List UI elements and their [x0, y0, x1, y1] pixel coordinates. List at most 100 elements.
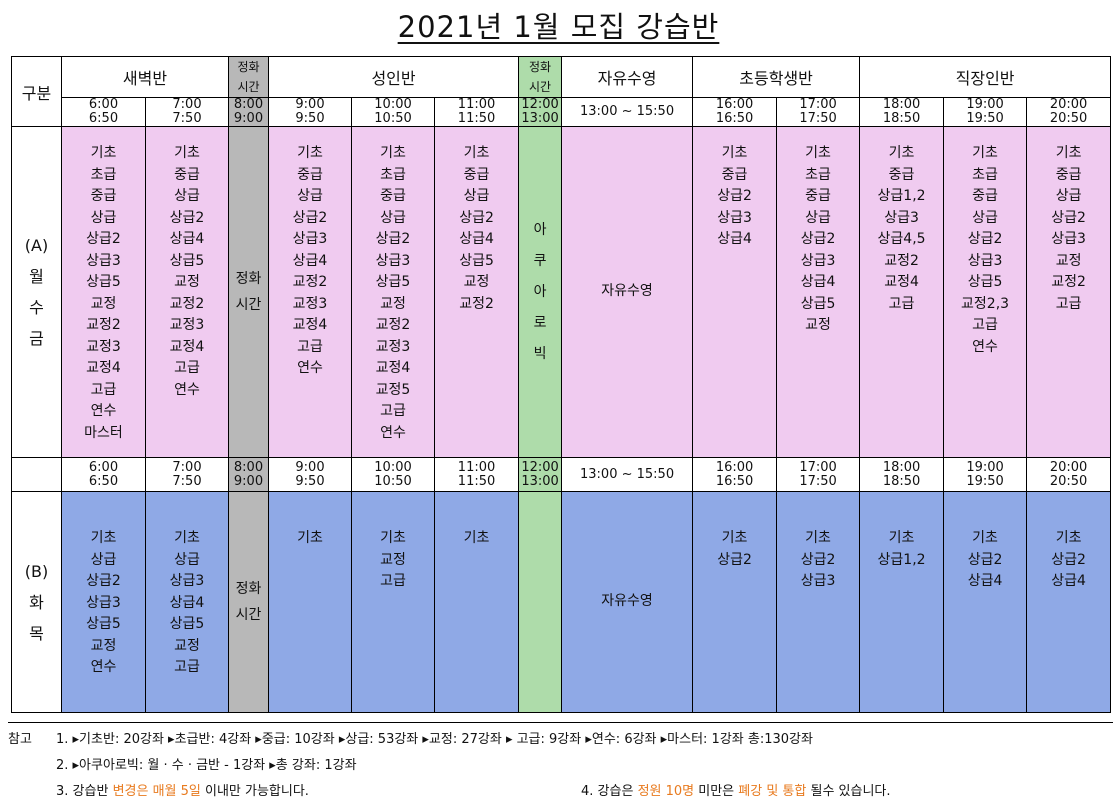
class-item: 상급4 — [169, 231, 205, 247]
class-item: 상급2 — [86, 573, 121, 589]
class-item: 상급 — [805, 209, 831, 226]
time-cell: 17:00 17:50 — [776, 457, 861, 492]
time-cell: 20:00 20:50 — [1026, 97, 1112, 127]
class-item: 연수 — [972, 338, 998, 355]
class-item: 기초 — [805, 145, 831, 161]
class-item: 상급 — [90, 551, 117, 568]
class-item: 기초 — [90, 145, 117, 161]
time-text: 16:50 — [715, 473, 754, 489]
time-text: 8:00 — [233, 97, 264, 112]
class-item: 초급 — [972, 166, 998, 183]
class-item: 기초 — [463, 530, 490, 546]
time-text: 20:00 — [1049, 97, 1088, 112]
class-item: 교정2 — [1051, 274, 1086, 290]
class-item: 상급3 — [800, 573, 836, 589]
class-item: 중급 — [972, 188, 998, 204]
cleanup-text: 정화 — [235, 581, 262, 597]
class-item: 중급 — [463, 166, 490, 183]
class-list-cell: 기초 상급2 — [692, 491, 778, 713]
class-item: 상급4 — [717, 231, 752, 247]
class-item: 고급 — [888, 295, 915, 312]
time-cell: 7:00 7:50 — [144, 97, 230, 127]
class-item: 기초 — [888, 145, 915, 161]
class-item: 상급1,2 — [877, 188, 926, 204]
class-item: 상급5 — [459, 252, 494, 269]
group_a-cleanup-cell: 정화 시간 — [228, 126, 270, 458]
time-cell: 17:00 17:50 — [776, 97, 861, 127]
time-text: 17:50 — [799, 473, 837, 489]
class-item: 고급 — [90, 381, 117, 398]
notes-line3: 3. 강습반 변경은 매월 5일 이내만 가능합니다. — [56, 780, 309, 799]
class-item: 고급 — [174, 659, 200, 675]
class-item: 상급3 — [800, 252, 836, 269]
time-text: 18:50 — [882, 111, 921, 126]
time-text: 18:00 — [882, 459, 921, 475]
time-text: 9:50 — [295, 473, 325, 489]
class-item: 상급1,2 — [877, 551, 926, 568]
class-item: 마스터 — [84, 424, 123, 441]
class-item: 기초 — [174, 145, 200, 161]
notes-line4-e: 될수 있습니다. — [806, 784, 891, 799]
class-item: 고급 — [380, 573, 406, 589]
class-item: 중급 — [721, 166, 748, 183]
time-text: 12:00 — [521, 97, 559, 112]
class-item: 초급 — [90, 166, 117, 183]
class-item: 기초 — [972, 530, 998, 546]
jayu-header: 자유수영 — [561, 56, 694, 98]
class-list-cell: 기초 중급 상급 상급2 상급4 상급5 교정 교정2 교정3 교정4 고급 연수 — [144, 126, 230, 458]
class-item: 상급4 — [800, 274, 836, 290]
time-text: 19:00 — [966, 97, 1004, 112]
group-a-label-2: 수 — [29, 298, 44, 317]
time-cell: 10:00 10:50 — [351, 97, 436, 127]
class-item: 중급 — [805, 188, 831, 204]
class-list-cell: 기초 — [434, 491, 520, 713]
time-text: 17:50 — [799, 111, 837, 126]
header-row: 구분 새벽반 정화 시간 성인반 정화 시간 자유수영 초등학생반 직장인반 — [11, 56, 1112, 127]
time-row-a: 6:00 6:50 7:00 7:50 8:00 9:00 9:00 9:50 10:00 10:… — [12, 97, 1112, 127]
class-item: 상급5 — [86, 616, 121, 632]
class-item: 교정 — [380, 295, 406, 312]
class-item: 상급 — [972, 209, 998, 226]
class-list-cell: 기초 초급 중급 상급 상급2 상급3 상급5 교정 교정2 교정3 교정4 고급 연수 마스터 — [61, 126, 146, 458]
class-item: 교정 — [174, 274, 200, 290]
class-item: 상급2 — [1051, 209, 1086, 226]
class-list-cell: 기초 상급 상급3 상급4 상급5 교정 고급 — [144, 491, 230, 713]
time-text: 20:50 — [1049, 111, 1088, 126]
class-item: 교정2 — [292, 274, 328, 290]
time-text: 8:00 — [233, 459, 264, 475]
time-cell: 16:00 16:50 — [692, 97, 778, 127]
class-item: 교정 — [1055, 252, 1082, 269]
class-item: 기초 — [721, 530, 748, 546]
time-cell: 12:00 13:00 — [518, 97, 563, 127]
class-item: 상급2 — [1051, 551, 1086, 568]
class-item: 초급 — [380, 166, 406, 183]
time-text: 6:50 — [88, 473, 119, 489]
class-item: 중급 — [297, 166, 323, 183]
class-item: 교정3 — [375, 338, 411, 355]
class-item: 교정 — [174, 637, 200, 654]
class-item: 교정5 — [375, 381, 411, 398]
group_a-free-swim-cell: 자유수영 — [561, 126, 694, 458]
time-text: 16:00 — [715, 97, 754, 112]
time-cell: 13:00 ~ 15:50 — [561, 97, 694, 127]
time-text: 11:50 — [457, 473, 496, 489]
class-item: 상급2 — [800, 231, 836, 247]
class-item: 기초 — [297, 530, 323, 546]
time-text: 12:00 — [521, 459, 559, 475]
time-text: 6:50 — [88, 111, 119, 126]
class-item: 고급 — [972, 317, 998, 333]
time-text: 9:00 — [233, 473, 264, 489]
time-cell: 18:00 18:50 — [859, 97, 945, 127]
time-cell: 18:00 18:50 — [859, 457, 945, 492]
time-text: 18:50 — [882, 473, 921, 489]
time-text: 11:00 — [457, 97, 496, 112]
aqua-time-header-line1: 정화 — [529, 60, 552, 74]
class-item: 상급5 — [800, 295, 836, 312]
class-item: 기초 — [380, 145, 406, 161]
class-item: 기초 — [380, 530, 406, 546]
group-b-label-0: (B) — [24, 561, 49, 581]
saebyeok-header: 새벽반 — [60, 56, 230, 98]
group_b-cleanup-cell: 정화 시간 — [228, 491, 270, 713]
group_b-free-swim-cell: 자유수영 — [561, 491, 694, 713]
time-text: 9:00 — [295, 459, 325, 475]
